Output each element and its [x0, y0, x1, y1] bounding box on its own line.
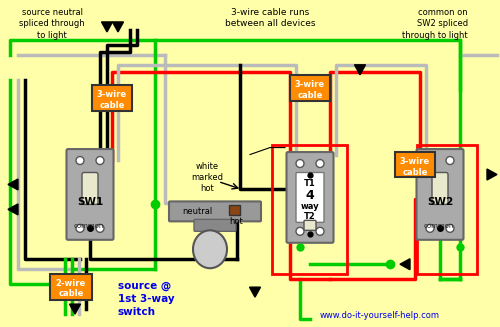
Circle shape: [316, 160, 324, 167]
FancyBboxPatch shape: [50, 274, 92, 300]
Text: 3-wire cable runs
between all devices: 3-wire cable runs between all devices: [225, 8, 316, 28]
Text: www.do-it-yourself-help.com: www.do-it-yourself-help.com: [320, 311, 440, 320]
Polygon shape: [250, 287, 260, 297]
Text: common: common: [74, 223, 104, 229]
Polygon shape: [102, 22, 112, 32]
Polygon shape: [400, 259, 410, 270]
FancyBboxPatch shape: [92, 85, 132, 111]
Text: 3-wire: 3-wire: [97, 90, 127, 99]
FancyBboxPatch shape: [290, 75, 330, 101]
FancyBboxPatch shape: [304, 220, 316, 230]
Circle shape: [426, 157, 434, 164]
FancyBboxPatch shape: [395, 151, 435, 178]
Text: common: common: [424, 223, 454, 229]
Text: source neutral
spliced through
to light: source neutral spliced through to light: [19, 8, 85, 40]
Text: cable: cable: [402, 168, 427, 177]
Circle shape: [96, 224, 104, 232]
Polygon shape: [487, 169, 497, 180]
Text: way: way: [300, 202, 320, 211]
Circle shape: [96, 157, 104, 164]
Circle shape: [296, 160, 304, 167]
FancyBboxPatch shape: [286, 152, 334, 243]
Text: source @
1st 3-way
switch: source @ 1st 3-way switch: [118, 281, 174, 317]
Text: SW1: SW1: [77, 198, 103, 207]
Polygon shape: [8, 179, 18, 190]
Text: SW2: SW2: [427, 198, 453, 207]
FancyBboxPatch shape: [416, 149, 464, 240]
Polygon shape: [354, 65, 366, 75]
FancyBboxPatch shape: [169, 201, 261, 221]
Text: 3-wire: 3-wire: [400, 157, 430, 166]
Circle shape: [446, 224, 454, 232]
Polygon shape: [112, 22, 124, 32]
Circle shape: [426, 224, 434, 232]
FancyBboxPatch shape: [82, 173, 98, 204]
Text: 4: 4: [306, 189, 314, 202]
FancyBboxPatch shape: [432, 173, 448, 204]
Text: common on
SW2 spliced
through to light: common on SW2 spliced through to light: [402, 8, 468, 40]
Circle shape: [76, 157, 84, 164]
Text: 3-wire: 3-wire: [295, 80, 325, 89]
Text: cable: cable: [58, 289, 84, 298]
Circle shape: [76, 224, 84, 232]
FancyBboxPatch shape: [228, 205, 239, 215]
Polygon shape: [70, 304, 80, 314]
Text: hot: hot: [229, 217, 243, 226]
Text: T1: T1: [304, 179, 316, 188]
FancyBboxPatch shape: [66, 149, 114, 240]
Text: T2: T2: [304, 212, 316, 221]
Circle shape: [446, 157, 454, 164]
Ellipse shape: [193, 230, 227, 268]
Bar: [272, 145, 347, 274]
FancyBboxPatch shape: [296, 173, 324, 222]
Text: neutral: neutral: [182, 207, 212, 216]
Bar: [417, 145, 477, 274]
Circle shape: [296, 227, 304, 235]
Text: cable: cable: [100, 101, 124, 110]
Text: 2-wire: 2-wire: [56, 279, 86, 288]
Text: cable: cable: [298, 91, 322, 100]
Text: white
marked
hot: white marked hot: [191, 162, 223, 194]
FancyBboxPatch shape: [194, 219, 236, 231]
Polygon shape: [8, 204, 18, 215]
Circle shape: [316, 227, 324, 235]
